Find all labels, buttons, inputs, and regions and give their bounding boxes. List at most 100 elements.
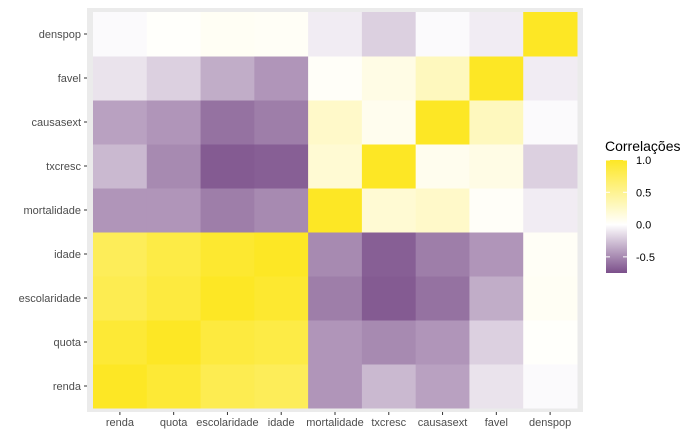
y-tick-label: renda (53, 381, 82, 393)
x-tick-label: idade (268, 417, 295, 429)
heatmap-cell-causasext-txcresc (361, 100, 417, 145)
heatmap-cell-idade-idade (254, 232, 309, 277)
heatmap-cell-denspop-causasext (415, 12, 470, 57)
heatmap-cell-renda-favel (469, 364, 524, 409)
heatmap-cell-causasext-renda (93, 100, 148, 145)
heatmap-cell-denspop-escolaridade (200, 12, 255, 57)
heatmap-cell-causasext-idade (254, 100, 309, 145)
heatmap-cell-txcresc-mortalidade (308, 144, 363, 189)
heatmap-cell-quota-favel (469, 320, 524, 365)
heatmap-cell-renda-escolaridade (200, 364, 255, 409)
heatmap-cell-favel-quota (146, 56, 202, 101)
heatmap-cell-txcresc-idade (254, 144, 309, 189)
heatmap-cell-denspop-mortalidade (308, 12, 363, 57)
x-tick-label: denspop (529, 417, 571, 429)
legend-title: Correlações (605, 138, 680, 154)
heatmap-cells (93, 12, 578, 409)
legend-tick-label: -0.5 (636, 252, 655, 264)
y-tick-label: idade (54, 249, 81, 261)
heatmap-cell-escolaridade-escolaridade (200, 276, 255, 321)
y-axis: renda quota escolaridade idade mortalidade tx… (19, 29, 87, 393)
x-tick-label: causasext (418, 417, 468, 429)
heatmap-cell-txcresc-escolaridade (200, 144, 255, 189)
legend-colorbar (606, 160, 627, 273)
x-tick-label: escolaridade (196, 417, 258, 429)
y-tick-label: mortalidade (24, 205, 81, 217)
y-tick-label: quota (53, 337, 81, 349)
heatmap-cell-favel-denspop (523, 56, 578, 101)
heatmap-cell-idade-txcresc (361, 232, 417, 277)
heatmap-cell-renda-txcresc (361, 364, 417, 409)
heatmap-cell-mortalidade-causasext (415, 188, 470, 233)
heatmap-cell-favel-causasext (415, 56, 470, 101)
heatmap-cell-denspop-denspop (523, 12, 578, 57)
heatmap-cell-idade-escolaridade (200, 232, 255, 277)
heatmap-cell-txcresc-renda (93, 144, 148, 189)
heatmap-cell-mortalidade-txcresc (361, 188, 417, 233)
heatmap-cell-favel-txcresc (361, 56, 417, 101)
heatmap-cell-txcresc-denspop (523, 144, 578, 189)
heatmap-cell-quota-renda (93, 320, 148, 365)
heatmap-cell-escolaridade-causasext (415, 276, 470, 321)
x-tick-label: mortalidade (306, 417, 363, 429)
heatmap-cell-causasext-causasext (415, 100, 470, 145)
heatmap-cell-denspop-quota (146, 12, 202, 57)
heatmap-cell-renda-causasext (415, 364, 470, 409)
heatmap-cell-mortalidade-favel (469, 188, 524, 233)
heatmap-cell-quota-causasext (415, 320, 470, 365)
heatmap-cell-favel-mortalidade (308, 56, 363, 101)
y-tick-label: denspop (39, 29, 81, 41)
heatmap-cell-escolaridade-favel (469, 276, 524, 321)
heatmap-cell-escolaridade-renda (93, 276, 148, 321)
heatmap-cell-causasext-favel (469, 100, 524, 145)
heatmap-cell-mortalidade-quota (146, 188, 202, 233)
heatmap-cell-denspop-renda (93, 12, 148, 57)
heatmap-cell-escolaridade-mortalidade (308, 276, 363, 321)
heatmap-cell-escolaridade-idade (254, 276, 309, 321)
heatmap-cell-causasext-mortalidade (308, 100, 363, 145)
heatmap-cell-renda-idade (254, 364, 309, 409)
heatmap-cell-idade-denspop (523, 232, 578, 277)
heatmap-cell-quota-idade (254, 320, 309, 365)
y-tick-label: escolaridade (19, 293, 81, 305)
x-tick-label: renda (106, 417, 135, 429)
x-tick-label: quota (160, 417, 188, 429)
heatmap-cell-renda-quota (146, 364, 202, 409)
heatmap-cell-mortalidade-denspop (523, 188, 578, 233)
heatmap-cell-idade-favel (469, 232, 524, 277)
heatmap-cell-quota-denspop (523, 320, 578, 365)
heatmap-cell-denspop-txcresc (361, 12, 417, 57)
heatmap-cell-quota-mortalidade (308, 320, 363, 365)
heatmap-cell-quota-quota (146, 320, 202, 365)
heatmap-cell-denspop-idade (254, 12, 309, 57)
heatmap-cell-favel-escolaridade (200, 56, 255, 101)
x-axis: renda quota escolaridade idade mortalidade tx… (106, 412, 571, 429)
heatmap-cell-idade-renda (93, 232, 148, 277)
heatmap-cell-favel-favel (469, 56, 524, 101)
x-tick-label: txcresc (371, 417, 406, 429)
heatmap-cell-idade-causasext (415, 232, 470, 277)
heatmap-cell-renda-mortalidade (308, 364, 363, 409)
heatmap-cell-escolaridade-denspop (523, 276, 578, 321)
heatmap-cell-causasext-escolaridade (200, 100, 255, 145)
heatmap-cell-mortalidade-idade (254, 188, 309, 233)
heatmap-cell-mortalidade-renda (93, 188, 148, 233)
heatmap-cell-renda-renda (93, 364, 148, 409)
heatmap-cell-idade-mortalidade (308, 232, 363, 277)
legend-tick-label: 0.5 (636, 187, 651, 199)
heatmap-cell-favel-idade (254, 56, 309, 101)
legend-tick-label: 1.0 (636, 155, 651, 167)
heatmap-cell-txcresc-txcresc (361, 144, 417, 189)
heatmap-cell-causasext-quota (146, 100, 202, 145)
legend: Correlações 1.0 0.5 0.0 -0.5 (605, 138, 680, 273)
y-tick-label: favel (58, 73, 81, 85)
heatmap-cell-txcresc-favel (469, 144, 524, 189)
heatmap-cell-quota-txcresc (361, 320, 417, 365)
y-tick-label: txcresc (46, 161, 81, 173)
heatmap-cell-favel-renda (93, 56, 148, 101)
y-tick-label: causasext (31, 117, 81, 129)
heatmap-cell-renda-denspop (523, 364, 578, 409)
heatmap-cell-txcresc-quota (146, 144, 202, 189)
heatmap-cell-txcresc-causasext (415, 144, 470, 189)
heatmap-cell-escolaridade-txcresc (361, 276, 417, 321)
